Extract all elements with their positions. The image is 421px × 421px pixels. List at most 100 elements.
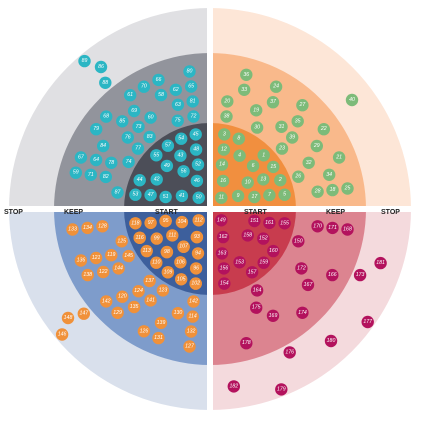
dot-circle (127, 104, 141, 118)
dot-152: 152 (257, 232, 270, 245)
dot-circle (248, 190, 261, 204)
label-keep-left: KEEP (64, 209, 83, 216)
dot-153: 153 (233, 256, 246, 269)
dot-circle (278, 188, 291, 201)
dot-number: 128 (98, 223, 107, 229)
dot-circle (105, 249, 118, 262)
dot-number: 7 (268, 192, 272, 198)
dot-circle (250, 104, 263, 117)
dot-number: 34 (326, 172, 332, 178)
dot-number: 113 (143, 248, 151, 254)
dot-number: 134 (83, 225, 92, 231)
dot-circle (283, 346, 296, 359)
dot-number: 132 (187, 329, 196, 335)
dot-number: 111 (168, 232, 176, 238)
dot-circle (215, 158, 229, 171)
dot-99: 99 (150, 232, 163, 245)
dot-47: 47 (144, 188, 157, 202)
dot-147: 147 (77, 307, 91, 320)
dot-44: 44 (133, 174, 146, 187)
dot-138: 138 (81, 268, 94, 282)
dot-154: 154 (218, 277, 231, 290)
dot-number: 119 (107, 252, 115, 258)
dot-27: 27 (296, 99, 309, 112)
dot-circle (61, 311, 75, 325)
dot-circle (189, 262, 203, 275)
dot-110: 110 (150, 256, 163, 269)
dot-number: 151 (250, 218, 259, 224)
dot-134: 134 (81, 221, 94, 235)
dot-157: 157 (245, 266, 259, 279)
dot-circle (81, 268, 94, 282)
dot-circle (97, 265, 110, 279)
dot-number: 50 (196, 195, 202, 201)
dot-40: 40 (345, 93, 359, 107)
bottom-right-start-ring (210, 209, 296, 295)
dot-number: 142 (102, 298, 111, 304)
dot-circle (150, 232, 163, 245)
dot-16: 16 (216, 174, 230, 188)
dot-circle (215, 214, 228, 227)
dot-circle (133, 231, 146, 244)
dot-150: 150 (292, 235, 305, 248)
dot-circle (122, 155, 135, 169)
dot-61: 61 (124, 89, 137, 102)
dot-number: 14 (219, 162, 225, 168)
dot-number: 38 (224, 114, 230, 120)
dot-circle (341, 223, 354, 236)
dot-circle (160, 245, 174, 259)
dot-circle (150, 256, 163, 269)
dot-number: 127 (185, 344, 195, 350)
dot-circle (190, 230, 204, 244)
dot-25: 25 (341, 182, 354, 195)
dot-number: 124 (134, 288, 143, 294)
dot-circle (326, 183, 339, 197)
dot-circle (111, 306, 124, 319)
dot-number: 46 (194, 178, 200, 184)
dot-circle (129, 188, 142, 201)
dot-number: 121 (92, 255, 101, 261)
dot-number: 167 (304, 282, 314, 288)
dot-128: 128 (96, 220, 109, 233)
dot-number: 75 (175, 118, 181, 124)
dot-circle (302, 156, 315, 169)
dot-160: 160 (267, 244, 280, 258)
dot-28: 28 (311, 185, 324, 198)
dot-number: 122 (99, 269, 108, 275)
dot-circle (238, 83, 251, 97)
dot-number: 39 (289, 135, 295, 141)
dot-24: 24 (269, 80, 283, 93)
dot-number: 8 (237, 136, 240, 142)
dot-number: 9 (237, 193, 240, 199)
dot-176: 176 (283, 346, 296, 359)
dot-circle (218, 277, 231, 290)
dot-number: 57 (165, 143, 172, 149)
dot-circle (137, 325, 151, 338)
dot-174: 174 (296, 306, 309, 319)
dot-circle (187, 110, 200, 123)
dot-19: 19 (250, 104, 263, 117)
dot-151: 151 (248, 214, 261, 228)
dot-11: 11 (215, 191, 228, 204)
dot-55: 55 (150, 149, 163, 162)
dot-circle (150, 149, 163, 162)
dot-number: 78 (108, 160, 114, 166)
label-keep-right: KEEP (326, 209, 345, 216)
dot-circle (257, 232, 270, 245)
dot-number: 173 (356, 272, 365, 278)
dot-73: 73 (132, 120, 145, 133)
dot-circle (186, 95, 199, 108)
dot-number: 125 (117, 238, 126, 244)
dot-6: 6 (246, 159, 260, 173)
dot-number: 114 (189, 314, 197, 320)
dot-circle (192, 191, 205, 204)
dot-number: 36 (243, 72, 249, 78)
dot-circle (132, 120, 145, 133)
dot-37: 37 (266, 96, 280, 109)
dot-number: 177 (363, 319, 373, 325)
dot-number: 109 (164, 269, 173, 275)
dot-number: 10 (245, 180, 251, 186)
dot-number: 74 (126, 159, 132, 165)
dot-number: 63 (175, 102, 181, 108)
dot-54: 54 (175, 132, 188, 145)
